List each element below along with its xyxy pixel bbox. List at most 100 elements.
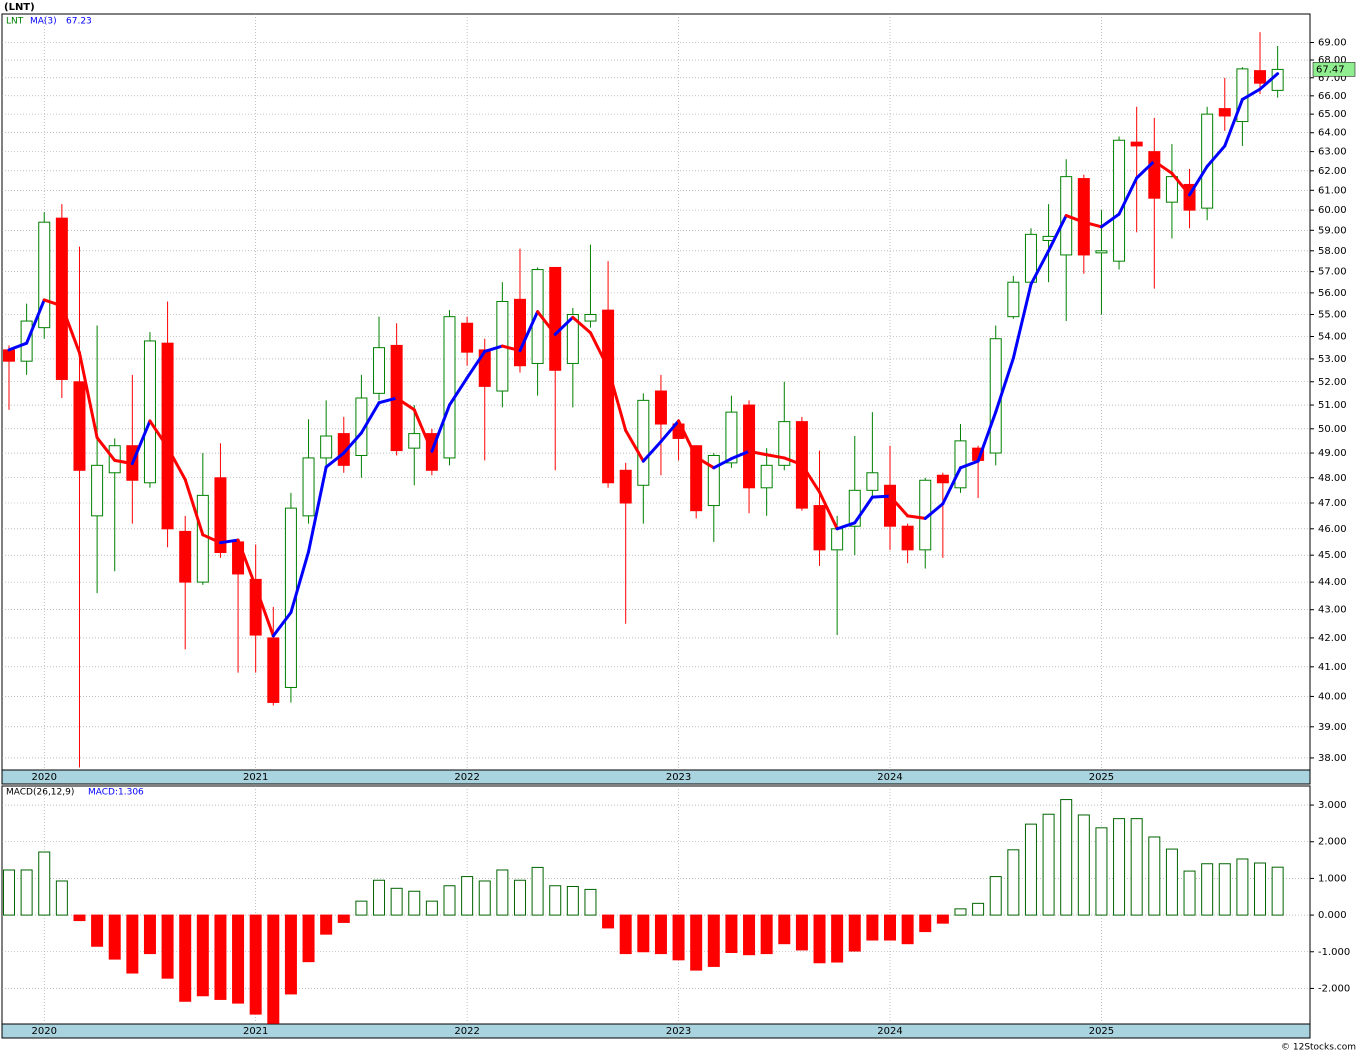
y-tick-label: 54.00 [1318,331,1347,342]
macd-bar [3,869,15,916]
y-tick-label: 2.000 [1318,837,1347,848]
candle-body [901,525,914,551]
legend-value: 67.23 [66,17,92,27]
macd-bar [1165,848,1178,916]
ma-segment [307,465,328,554]
ma-segment [377,396,399,405]
ma-segment [148,419,170,449]
ma-segment [853,495,874,525]
y-tick-label: 40.00 [1318,691,1347,702]
macd-bar [108,914,121,960]
y-tick-label: 0.000 [1318,910,1347,921]
ma-segment [1082,220,1103,229]
ma-segment [694,455,716,470]
macd-bar [1095,827,1108,916]
macd-bar [284,914,297,995]
y-tick-label: 1.000 [1318,873,1347,884]
candle-body [637,399,650,486]
candle-body [602,309,615,484]
macd-bar [1042,813,1055,916]
y-tick-label: 50.00 [1318,424,1347,435]
ma-segment [1170,171,1192,197]
footer: © 12Stocks.com [1281,1043,1356,1053]
ma-segment [976,410,998,463]
ma-segment [1099,212,1121,229]
macd-bar [126,914,139,974]
y-tick-label: 62.00 [1318,166,1347,177]
y-tick-label: 39.00 [1318,722,1347,733]
y-tick-label: 41.00 [1318,662,1347,673]
candle-body [179,530,192,583]
x-tick-label: 2023 [666,772,691,783]
candle-body [320,435,333,459]
y-tick-label: 43.00 [1318,605,1347,616]
macd-bar [390,887,403,916]
candle-body [55,217,68,380]
y-tick-label: 49.00 [1318,448,1347,459]
ma-segment [1135,159,1156,180]
macd-bar [408,890,421,916]
macd-bar [637,914,650,953]
ma-segment [712,457,733,470]
y-tick-label: 69.00 [1318,38,1347,49]
candle-body [355,397,368,456]
ma-segment [201,533,222,545]
candle-body [1254,70,1267,84]
ma-segment [906,514,927,520]
macd-bar [954,908,967,916]
candle-body [214,477,227,554]
candle-body [584,313,597,322]
ma-segment [359,401,381,435]
ma-segment [994,356,1015,414]
macd-bar [320,914,333,935]
candle-body [936,474,949,484]
y-tick-label: 42.00 [1318,633,1347,644]
macd-bar [743,914,756,956]
candle-body [954,440,967,489]
candle-body [778,421,791,466]
ma-segment [941,466,962,506]
x-tick-label: 2025 [1089,1026,1114,1037]
candle-body [73,381,86,471]
date-band [1,1023,1311,1039]
macd-bar [38,851,51,916]
y-tick-label: 60.00 [1318,205,1347,216]
y-tick-label: 64.00 [1318,128,1347,139]
candle-body [1007,281,1020,318]
macd-bar [619,914,632,955]
y-tick-label: 46.00 [1318,524,1347,535]
date-band [1,769,1311,785]
ma-segment [800,463,822,494]
last-price-box [1312,62,1356,77]
macd-bar [919,914,932,933]
macd-bar [901,914,914,945]
ma-segment [923,502,945,520]
candle-body [725,411,738,464]
candle-body [249,578,262,636]
y-tick-label: 38.00 [1318,753,1347,764]
y-tick-label: 59.00 [1318,225,1347,236]
ma-segment [500,344,522,353]
candle-body [1218,108,1231,117]
ma-segment [25,298,46,345]
macd-bar [513,879,526,916]
ma-segment [113,458,134,466]
ma-segment [677,419,698,459]
macd-bar [1183,870,1196,916]
macd-bar [813,914,826,964]
ma-segment [1188,164,1209,197]
chart-title: (LNT) [4,2,35,13]
y-tick-label: 51.00 [1318,400,1347,411]
x-tick-label: 2020 [32,1026,57,1037]
y-tick-label: 63.00 [1318,147,1347,158]
macd-bar [1130,818,1143,916]
candle-body [760,464,773,489]
macd-bar [249,914,262,1015]
y-tick-label: 52.00 [1318,377,1347,388]
macd-bar [831,914,844,963]
ma-segment [218,538,240,545]
candle-body [478,349,491,387]
ma-segment [166,445,187,482]
macd-bar [1236,858,1249,916]
